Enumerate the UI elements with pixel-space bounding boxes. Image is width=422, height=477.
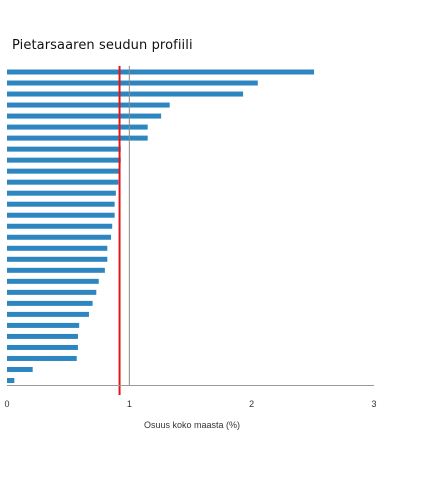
bar-5 [7,113,162,119]
bar-10 [7,168,120,174]
bar-1 [7,69,315,75]
bar-2 [7,80,258,86]
bar-11 [7,179,119,185]
bars-layer [7,69,315,383]
bar-21 [7,289,97,295]
bar-14 [7,212,115,218]
bar-29 [7,378,15,383]
x-tick-label-2: 2 [249,399,254,409]
bar-9 [7,157,121,163]
x-tick-label-0: 0 [4,399,9,409]
bar-15 [7,223,113,229]
bar-4 [7,102,170,108]
bar-20 [7,278,99,284]
bar-19 [7,267,105,273]
bar-23 [7,311,89,317]
bar-13 [7,201,115,207]
bar-24 [7,322,80,328]
bar-3 [7,91,244,97]
x-tick-label-1: 1 [127,399,132,409]
bar-26 [7,344,78,350]
bar-22 [7,300,93,306]
axis-layer: 0 1 2 3 Osuus koko maasta (%) [4,385,377,430]
x-axis-label: Osuus koko maasta (%) [144,420,240,430]
x-tick-label-3: 3 [371,399,376,409]
bar-25 [7,333,78,339]
bar-7 [7,135,148,141]
chart-title: Pietarsaaren seudun profiili [12,38,193,53]
bar-17 [7,245,108,251]
bar-16 [7,234,111,240]
bar-28 [7,366,33,372]
bar-27 [7,355,77,361]
bar-8 [7,146,121,152]
bar-18 [7,256,108,262]
lines-layer [118,66,130,395]
bar-12 [7,190,116,196]
bar-6 [7,124,148,130]
